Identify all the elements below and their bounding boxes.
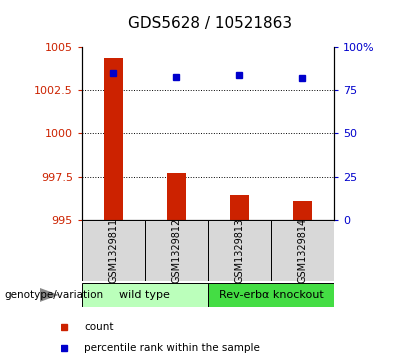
Text: Rev-erbα knockout: Rev-erbα knockout: [218, 290, 323, 300]
Polygon shape: [40, 288, 59, 302]
Text: percentile rank within the sample: percentile rank within the sample: [84, 343, 260, 353]
Text: count: count: [84, 322, 114, 333]
Text: GSM1329811: GSM1329811: [108, 218, 118, 283]
Bar: [293, 201, 312, 220]
Bar: [82, 283, 208, 307]
Text: GSM1329814: GSM1329814: [297, 218, 307, 283]
Text: genotype/variation: genotype/variation: [4, 290, 103, 300]
Bar: [271, 220, 334, 281]
Bar: [208, 283, 334, 307]
Text: GSM1329812: GSM1329812: [171, 218, 181, 283]
Bar: [167, 173, 186, 220]
Bar: [82, 220, 145, 281]
Bar: [230, 196, 249, 220]
Text: wild type: wild type: [119, 290, 171, 300]
Bar: [208, 220, 271, 281]
Bar: [145, 220, 208, 281]
Text: GSM1329813: GSM1329813: [234, 218, 244, 283]
Bar: [104, 58, 123, 220]
Text: GDS5628 / 10521863: GDS5628 / 10521863: [128, 16, 292, 31]
